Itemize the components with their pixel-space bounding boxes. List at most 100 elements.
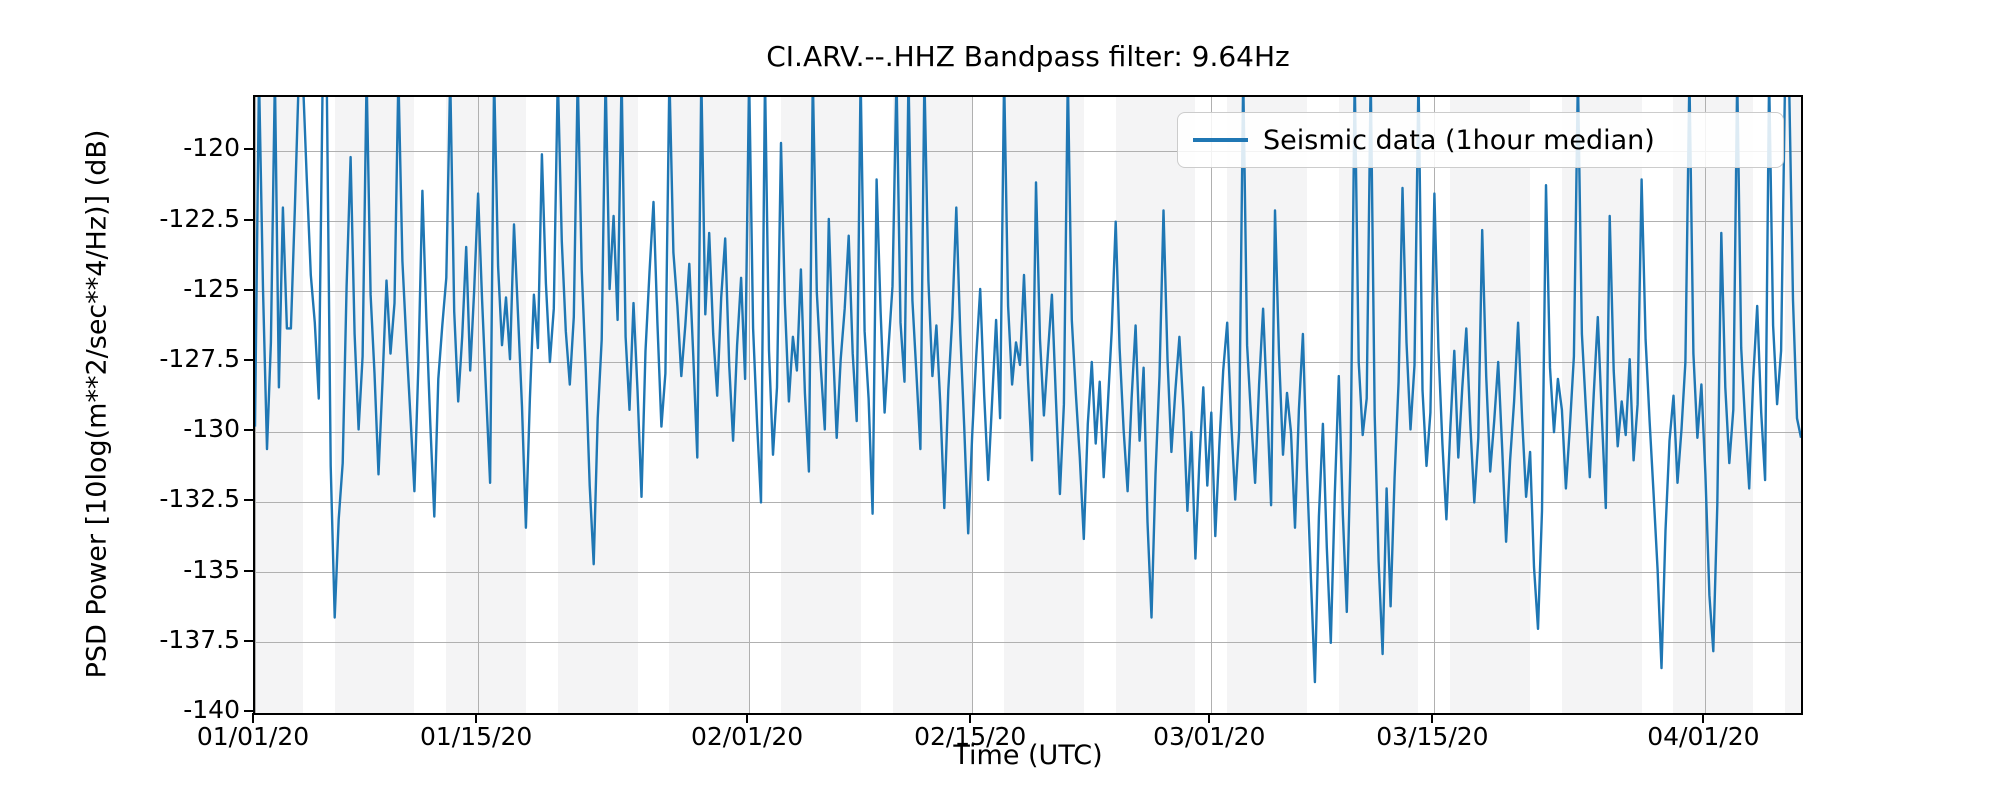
weekday-band — [446, 97, 463, 713]
legend-label: Seismic data (1hour median) — [1263, 124, 1655, 156]
weekend-band — [1657, 97, 1674, 713]
plot-area: Seismic data (1hour median) — [253, 95, 1803, 715]
y-gridline — [255, 150, 1801, 152]
x-axis-label: Time (UTC) — [953, 740, 1103, 771]
weekend-band — [525, 97, 543, 713]
y-gridline — [255, 431, 1801, 433]
y-tick — [244, 218, 254, 221]
x-tick — [746, 713, 749, 723]
weekday-band — [1370, 97, 1388, 713]
y-gridline — [255, 712, 1801, 713]
x-gridline — [748, 97, 750, 713]
x-gridline — [1704, 97, 1706, 713]
weekday-band — [1721, 97, 1738, 713]
x-tick-label: 02/15/20 — [914, 722, 1027, 751]
x-tick — [969, 713, 972, 723]
weekday-band — [685, 97, 702, 713]
y-tick-label: -132.5 — [159, 484, 240, 514]
x-tick-label: 04/01/20 — [1647, 722, 1760, 751]
weekend-band — [302, 97, 320, 713]
y-tick-label: -140 — [183, 695, 240, 724]
x-tick — [1431, 713, 1434, 723]
weekday-band — [1275, 97, 1292, 713]
weekday-band — [1179, 97, 1196, 713]
weekend-band — [318, 97, 336, 713]
weekday-band — [1482, 97, 1499, 713]
x-gridline — [971, 97, 973, 713]
weekday-band — [1338, 97, 1356, 713]
x-gridline — [477, 97, 479, 713]
weekday-band — [1705, 97, 1722, 713]
weekend-band — [1418, 97, 1435, 713]
weekend-band — [988, 97, 1005, 713]
x-gridline — [1210, 97, 1212, 713]
weekday-band — [780, 97, 798, 713]
y-tick — [244, 359, 254, 362]
y-tick-label: -120 — [183, 133, 240, 163]
weekday-band — [892, 97, 909, 713]
weekday-band — [1227, 97, 1244, 713]
series-line-svg — [255, 97, 1801, 684]
x-tick — [1702, 713, 1705, 723]
legend: Seismic data (1hour median) — [1177, 112, 1784, 168]
x-tick-label: 03/01/20 — [1153, 722, 1266, 751]
y-tick — [244, 569, 254, 572]
weekday-band — [1051, 97, 1069, 713]
x-tick — [252, 713, 254, 723]
weekday-band — [717, 97, 734, 713]
weekday-band — [1354, 97, 1372, 713]
y-tick — [244, 429, 254, 432]
series-line — [255, 97, 1801, 684]
weekend-band — [1545, 97, 1563, 713]
y-tick — [244, 148, 254, 151]
weekday-band — [286, 97, 304, 713]
weekday-band — [1115, 97, 1133, 713]
weekday-band — [1609, 97, 1627, 713]
y-tick-label: -127.5 — [159, 344, 240, 374]
y-tick — [244, 499, 254, 502]
weekday-band — [1386, 97, 1404, 713]
weekend-band — [414, 97, 431, 713]
weekday-band — [1625, 97, 1643, 713]
y-tick-label: -122.5 — [159, 203, 240, 233]
y-tick-label: -130 — [183, 414, 240, 444]
weekend-band — [1211, 97, 1228, 713]
weekday-band — [1737, 97, 1754, 713]
weekday-band — [1147, 97, 1164, 713]
weekday-band — [1498, 97, 1515, 713]
x-tick — [475, 713, 478, 723]
weekday-band — [1131, 97, 1149, 713]
y-tick-label: -125 — [183, 273, 240, 303]
y-gridline — [255, 572, 1801, 574]
weekend-band — [1434, 97, 1451, 713]
weekday-band — [1402, 97, 1419, 713]
y-gridline — [255, 291, 1801, 293]
weekday-band — [828, 97, 846, 713]
weekday-band — [733, 97, 750, 713]
weekend-band — [765, 97, 782, 713]
y-gridline — [255, 501, 1801, 503]
weekend-band — [1083, 97, 1101, 713]
y-gridline — [255, 221, 1801, 223]
chart-title: CI.ARV.--.HHZ Bandpass filter: 9.64Hz — [766, 40, 1290, 73]
legend-line-sample-icon — [1193, 138, 1248, 142]
x-tick-label: 03/15/20 — [1376, 722, 1489, 751]
weekday-band — [1689, 97, 1706, 713]
weekday-band — [1450, 97, 1467, 713]
x-gridline — [1433, 97, 1435, 713]
y-gridline — [255, 642, 1801, 644]
y-tick — [244, 288, 254, 291]
weekday-band — [1163, 97, 1180, 713]
y-tick-label: -137.5 — [159, 624, 240, 654]
x-tick-label: 01/15/20 — [419, 722, 533, 751]
y-tick-label: -135 — [183, 554, 240, 584]
x-tick-label: 02/01/20 — [690, 722, 804, 751]
weekday-band — [255, 97, 272, 713]
weekday-band — [1785, 97, 1801, 713]
y-tick — [244, 639, 254, 642]
x-tick-label: 01/01/20 — [196, 722, 310, 751]
x-tick — [1208, 713, 1211, 723]
weekday-band — [1466, 97, 1483, 713]
y-tick — [244, 710, 254, 712]
